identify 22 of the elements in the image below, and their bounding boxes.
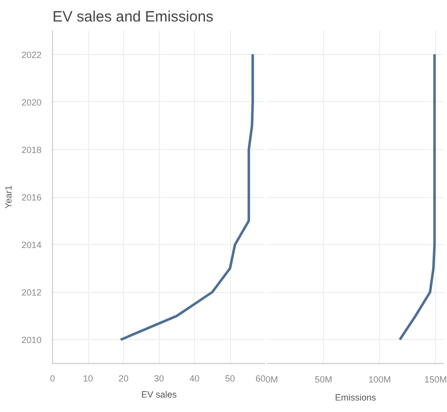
x-tick-label: 50 (224, 374, 236, 384)
x-tick-label: 0 (50, 374, 56, 384)
x-tick-label: 60 (255, 374, 266, 384)
x-tick-label: 50M (314, 374, 332, 384)
y-axis-title: Year1 (3, 185, 14, 209)
x-tick-label: 150M (424, 374, 447, 384)
x-tick-label: 30 (154, 374, 164, 384)
x-axis-title: EV sales (141, 390, 178, 400)
y-tick-label: 2010 (21, 335, 42, 346)
x-tick-label: 10 (82, 374, 94, 384)
y-tick-label: 2014 (21, 240, 42, 250)
x-axis-title: Emissions (334, 392, 377, 402)
y-tick-label: 2020 (21, 97, 42, 108)
y-tick-label: 2012 (21, 288, 42, 298)
y-tick-label: 2016 (21, 192, 42, 202)
x-tick-label: 0M (266, 374, 278, 384)
x-tick-label: 40 (189, 374, 200, 384)
x-tick-label: 100M (368, 374, 391, 384)
y-tick-label: 2022 (21, 50, 42, 60)
y-tick-label: 2018 (21, 144, 42, 155)
x-tick-label: 20 (118, 374, 129, 384)
chart-title: EV sales and Emissions (52, 8, 214, 26)
